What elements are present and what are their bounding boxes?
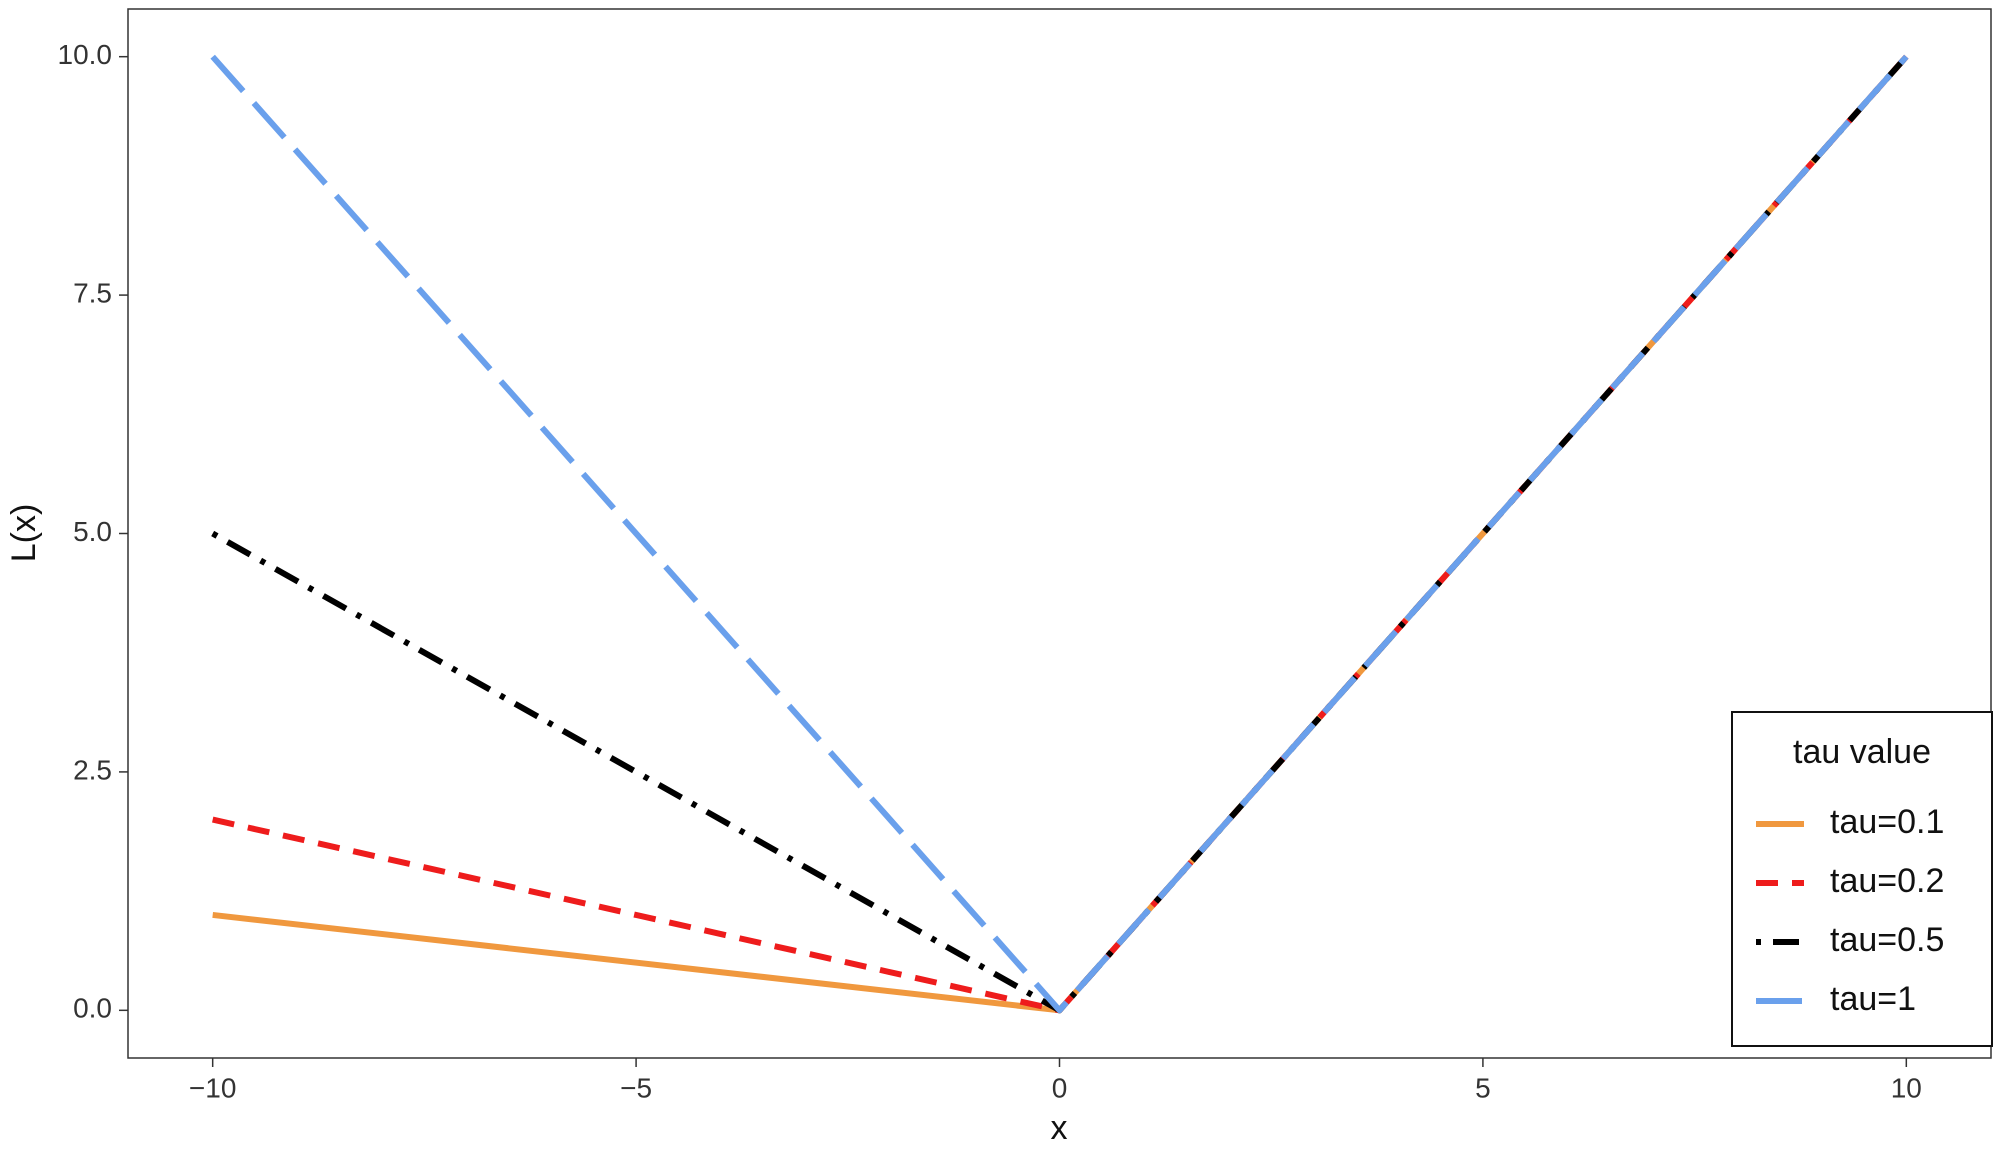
x-tick-label: −10 xyxy=(189,1072,237,1103)
x-tick-label: 5 xyxy=(1475,1072,1491,1103)
series-line xyxy=(212,54,1909,1014)
legend: tau value tau=0.1 tau=0.2 tau=0.5 tau=1 xyxy=(1731,711,1993,1047)
x-tick-label: 10 xyxy=(1891,1072,1922,1103)
legend-label: tau=1 xyxy=(1830,980,1916,1018)
y-tick-label: 7.5 xyxy=(73,277,112,308)
legend-label: tau=0.5 xyxy=(1830,921,1944,959)
series-line xyxy=(210,54,1909,1014)
x-tick-label: 0 xyxy=(1052,1072,1068,1103)
y-tick-label: 2.5 xyxy=(73,754,112,785)
series-line xyxy=(212,54,1909,1014)
y-tick-label: 5.0 xyxy=(73,516,112,547)
y-tick-label: 10.0 xyxy=(58,39,113,70)
legend-box xyxy=(1731,711,1993,1047)
x-axis-title: x xyxy=(1051,1109,1068,1147)
legend-label: tau=0.1 xyxy=(1830,803,1944,841)
series-line xyxy=(211,54,1909,1014)
legend-title: tau value xyxy=(1793,733,1931,771)
y-axis-title: L(x) xyxy=(5,504,43,563)
plot-border xyxy=(127,8,1992,1059)
x-tick-label: −5 xyxy=(620,1072,652,1103)
y-tick-label: 0.0 xyxy=(73,993,112,1024)
legend-label: tau=0.2 xyxy=(1830,862,1944,900)
